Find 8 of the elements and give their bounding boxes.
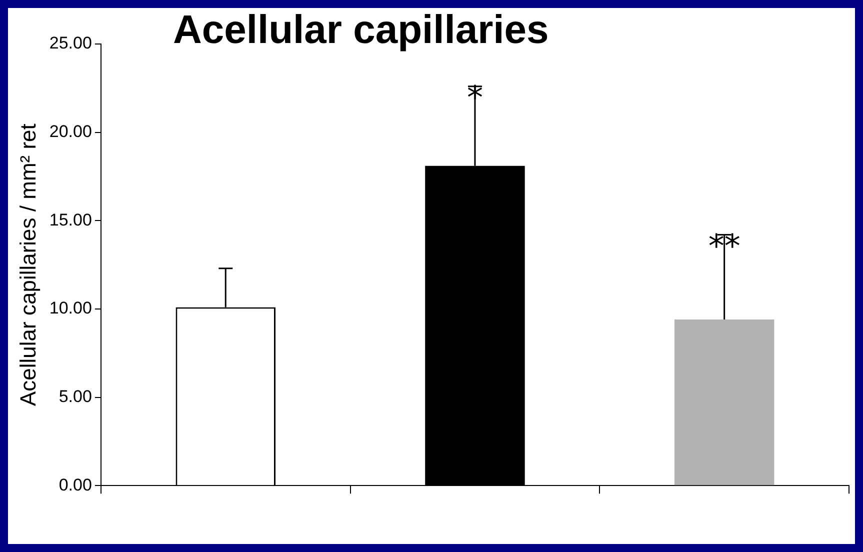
y-tick-label: 25.00 — [49, 34, 92, 53]
y-tick-label: 15.00 — [49, 210, 92, 230]
y-axis-title: Acellular capillaries / mm² ret — [15, 124, 40, 406]
chart-title: Acellular capillaries — [173, 8, 549, 52]
y-tick-label: 20.00 — [49, 122, 92, 142]
y-tick-label: 5.00 — [58, 386, 92, 406]
y-tick-label: 10.00 — [49, 298, 92, 318]
y-tick-label: 0.00 — [58, 475, 92, 494]
